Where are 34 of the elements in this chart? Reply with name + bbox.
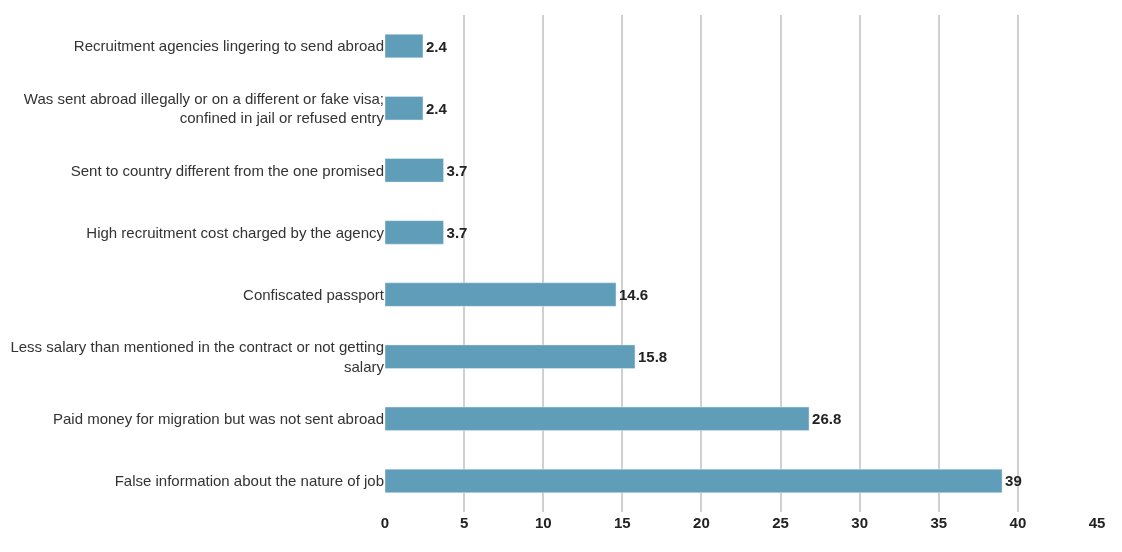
y-tick-label: Less salary than mentioned in the contract or not getting salary <box>10 338 385 375</box>
bar <box>385 34 424 59</box>
bar <box>385 282 617 307</box>
bar <box>385 158 444 183</box>
x-tick-label: 10 <box>534 514 552 531</box>
data-label: 39 <box>1005 472 1022 490</box>
x-tick-label: 45 <box>1088 514 1106 531</box>
bar <box>385 96 424 121</box>
y-tick-label: Confiscated passport <box>243 285 385 303</box>
y-tick-label: High recruitment cost charged by the agency <box>86 223 385 241</box>
x-tick-label: 0 <box>380 514 390 531</box>
data-label: 2.4 <box>425 37 448 55</box>
x-tick-label: 40 <box>1009 514 1027 531</box>
data-label: 15.8 <box>637 348 668 366</box>
data-label: 14.6 <box>619 286 649 304</box>
y-tick-label: Paid money for migration but was not sent abroad <box>52 410 384 428</box>
data-label: 26.8 <box>812 410 842 428</box>
y-tick-label: Recruitment agencies lingering to send abroad <box>73 37 384 55</box>
x-tick-label: 20 <box>693 514 710 531</box>
y-tick-label: Sent to country different from the one promised <box>70 161 384 179</box>
data-label: 3.7 <box>446 223 468 241</box>
x-tick-label: 30 <box>851 514 869 531</box>
bar <box>385 468 1003 493</box>
x-tick-label: 25 <box>772 514 789 531</box>
bar <box>385 344 636 369</box>
y-tick-label: Was sent abroad illegally or on a different or fake visa; confined in jail or refused entry <box>23 89 385 127</box>
data-label: 3.7 <box>446 161 468 179</box>
x-tick-label: 5 <box>459 514 469 531</box>
data-label: 2.4 <box>425 99 448 117</box>
x-tick-label: 35 <box>930 514 948 531</box>
bar <box>385 220 444 245</box>
bar <box>385 406 810 431</box>
y-tick-label: False information about the nature of job <box>114 472 384 490</box>
x-tick-label: 15 <box>613 514 631 531</box>
